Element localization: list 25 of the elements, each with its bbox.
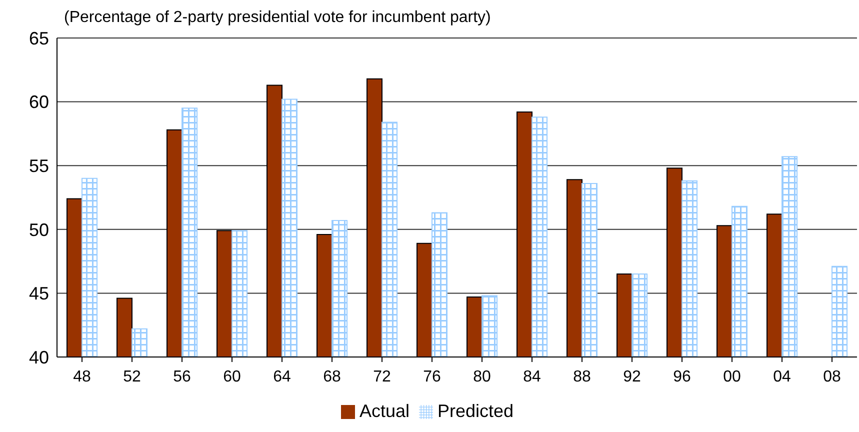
x-tick-label: 64 [273,368,291,386]
x-tick-label: 00 [723,368,741,386]
x-tick-label: 60 [223,368,241,386]
y-tick-label: 65 [28,28,49,48]
y-tick-label: 55 [28,156,49,176]
x-tick-label: 68 [323,368,341,386]
x-tick-label: 80 [473,368,491,386]
legend-label: Predicted [437,401,514,421]
x-tick-label: 52 [123,368,141,386]
y-tick-label: 45 [28,284,49,304]
chart-title: (Percentage of 2-party presidential vote for incumbent party) [64,9,491,27]
x-tick-label: 92 [623,368,641,386]
x-tick-label: 08 [823,368,841,386]
y-tick-label: 60 [28,92,49,112]
x-tick-label: 88 [573,368,591,386]
x-tick-label: 84 [523,368,541,386]
x-tick-label: 96 [673,368,691,386]
x-tick-label: 48 [73,368,91,386]
x-tick-label: 72 [373,368,391,386]
y-tick-label: 50 [28,220,49,240]
legend-label: Actual [359,401,410,421]
x-tick-label: 04 [773,368,791,386]
x-tick-label: 56 [173,368,191,386]
x-tick-label: 76 [423,368,441,386]
y-tick-label: 40 [28,347,49,368]
